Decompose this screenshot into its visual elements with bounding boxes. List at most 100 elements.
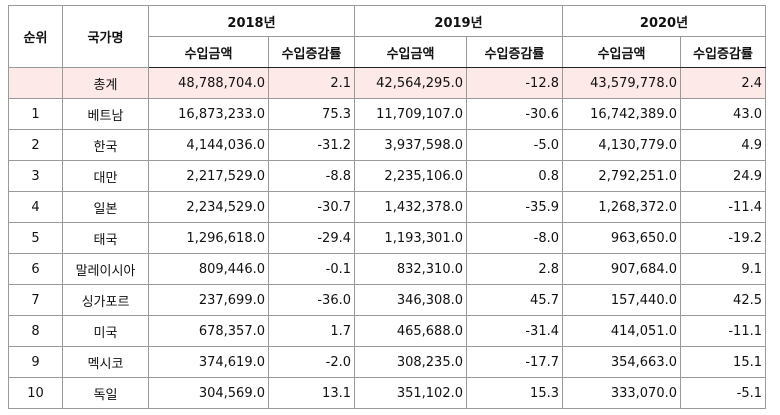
value-cell: 75.3 bbox=[268, 98, 355, 130]
value-cell: 43,579,778.0 bbox=[562, 67, 681, 99]
value-cell: 374,619.0 bbox=[148, 346, 269, 378]
rank-cell: 5 bbox=[8, 222, 63, 254]
data-row: 6 말레이시아 809,446.0 -0.1 832,310.0 2.8 907,684.0… bbox=[8, 253, 766, 285]
country-cell: 독일 bbox=[62, 377, 149, 409]
import-table: 순위 국가명 2018년 2019년 2020년 수입금액 수입증감률 수입금액 수입… bbox=[8, 5, 766, 409]
value-cell: -8.0 bbox=[466, 222, 563, 254]
value-cell: 2,792,251.0 bbox=[562, 160, 681, 192]
rank-cell: 10 bbox=[8, 377, 63, 409]
value-cell: -35.9 bbox=[466, 191, 563, 223]
value-cell: 16,742,389.0 bbox=[562, 98, 681, 130]
value-cell: 2.1 bbox=[268, 67, 355, 99]
value-cell: 1,268,372.0 bbox=[562, 191, 681, 223]
header-cell: 수입증감률 bbox=[268, 36, 355, 68]
value-cell: 351,102.0 bbox=[354, 377, 467, 409]
value-cell: 15.1 bbox=[680, 346, 766, 378]
value-cell: 15.3 bbox=[466, 377, 563, 409]
value-cell: 2.8 bbox=[466, 253, 563, 285]
value-cell: 45.7 bbox=[466, 284, 563, 316]
data-row: 9 멕시코 374,619.0 -2.0 308,235.0 -17.7 354,663.0… bbox=[8, 346, 766, 378]
header-row: 수입금액 수입증감률 수입금액 수입증감률 수입금액 수입증감률 bbox=[9, 36, 766, 68]
data-row: 10 독일 304,569.0 13.1 351,102.0 15.3 333,070.0-… bbox=[8, 377, 766, 409]
value-cell: 43.0 bbox=[680, 98, 766, 130]
rank-cell: 8 bbox=[8, 315, 63, 347]
value-cell: 304,569.0 bbox=[148, 377, 269, 409]
value-cell: 1.7 bbox=[268, 315, 355, 347]
header-cell: 수입금액 bbox=[148, 36, 269, 68]
data-row: 3 대만 2,217,529.0 -8.8 2,235,106.0 0.8 2,792,25… bbox=[8, 160, 766, 192]
rank-cell: 9 bbox=[8, 346, 63, 378]
value-cell: 42,564,295.0 bbox=[354, 67, 467, 99]
value-cell: 2,235,106.0 bbox=[354, 160, 467, 192]
value-cell: 1,193,301.0 bbox=[354, 222, 467, 254]
value-cell: 414,051.0 bbox=[562, 315, 681, 347]
value-cell: 16,873,233.0 bbox=[148, 98, 269, 130]
data-row: 4 일본 2,234,529.0 -30.7 1,432,378.0 -35.9 1,268… bbox=[8, 191, 766, 223]
value-cell: 354,663.0 bbox=[562, 346, 681, 378]
value-cell: -36.0 bbox=[268, 284, 355, 316]
value-cell: 4,130,779.0 bbox=[562, 129, 681, 161]
value-cell: -2.0 bbox=[268, 346, 355, 378]
country-cell: 한국 bbox=[62, 129, 149, 161]
value-cell: 333,070.0 bbox=[562, 377, 681, 409]
value-cell: -17.7 bbox=[466, 346, 563, 378]
value-cell: -0.1 bbox=[268, 253, 355, 285]
country-cell: 대만 bbox=[62, 160, 149, 192]
value-cell: -5.0 bbox=[466, 129, 563, 161]
value-cell: 809,446.0 bbox=[148, 253, 269, 285]
rank-cell: 7 bbox=[8, 284, 63, 316]
header-cell: 2020년 bbox=[562, 5, 766, 37]
value-cell: 2,217,529.0 bbox=[148, 160, 269, 192]
value-cell: 678,357.0 bbox=[148, 315, 269, 347]
value-cell: -5.1 bbox=[680, 377, 766, 409]
value-cell: -31.4 bbox=[466, 315, 563, 347]
rank-cell: 2 bbox=[8, 129, 63, 161]
country-cell: 베트남 bbox=[62, 98, 149, 130]
value-cell: 11,709,107.0 bbox=[354, 98, 467, 130]
value-cell: 24.9 bbox=[680, 160, 766, 192]
value-cell: 2.4 bbox=[680, 67, 766, 99]
value-cell: -19.2 bbox=[680, 222, 766, 254]
value-cell: 9.1 bbox=[680, 253, 766, 285]
header-cell: 수입증감률 bbox=[680, 36, 766, 68]
value-cell: 48,788,704.0 bbox=[148, 67, 269, 99]
value-cell: -29.4 bbox=[268, 222, 355, 254]
country-cell: 총계 bbox=[62, 67, 149, 99]
value-cell: 2,234,529.0 bbox=[148, 191, 269, 223]
country-cell: 말레이시아 bbox=[62, 253, 149, 285]
value-cell: 963,650.0 bbox=[562, 222, 681, 254]
total-row: 총계 48,788,704.0 2.1 42,564,295.0 -12.8 43,579… bbox=[8, 67, 766, 99]
value-cell: 4.9 bbox=[680, 129, 766, 161]
value-cell: -31.2 bbox=[268, 129, 355, 161]
country-cell: 싱가포르 bbox=[62, 284, 149, 316]
country-cell: 미국 bbox=[62, 315, 149, 347]
header-cell: 2018년 bbox=[148, 5, 355, 37]
value-cell: -12.8 bbox=[466, 67, 563, 99]
value-cell: 308,235.0 bbox=[354, 346, 467, 378]
data-row: 5 태국 1,296,618.0 -29.4 1,193,301.0 -8.0 963,65… bbox=[8, 222, 766, 254]
country-cell: 멕시코 bbox=[62, 346, 149, 378]
value-cell: 4,144,036.0 bbox=[148, 129, 269, 161]
value-cell: 346,308.0 bbox=[354, 284, 467, 316]
header-cell: 국가명 bbox=[62, 5, 149, 68]
rank-cell bbox=[8, 67, 63, 99]
header-cell: 수입증감률 bbox=[466, 36, 563, 68]
value-cell: 907,684.0 bbox=[562, 253, 681, 285]
value-cell: -8.8 bbox=[268, 160, 355, 192]
value-cell: -30.7 bbox=[268, 191, 355, 223]
rank-cell: 1 bbox=[8, 98, 63, 130]
rank-cell: 4 bbox=[8, 191, 63, 223]
value-cell: 13.1 bbox=[268, 377, 355, 409]
data-row: 8 미국 678,357.0 1.7 465,688.0 -31.4 414,051.0 -1… bbox=[8, 315, 766, 347]
value-cell: 237,699.0 bbox=[148, 284, 269, 316]
header-cell: 순위 bbox=[8, 5, 63, 68]
value-cell: -30.6 bbox=[466, 98, 563, 130]
country-cell: 일본 bbox=[62, 191, 149, 223]
value-cell: -11.1 bbox=[680, 315, 766, 347]
rank-cell: 3 bbox=[8, 160, 63, 192]
value-cell: 42.5 bbox=[680, 284, 766, 316]
rank-cell: 6 bbox=[8, 253, 63, 285]
header-cell: 수입금액 bbox=[562, 36, 681, 68]
header-cell: 2019년 bbox=[354, 5, 563, 37]
